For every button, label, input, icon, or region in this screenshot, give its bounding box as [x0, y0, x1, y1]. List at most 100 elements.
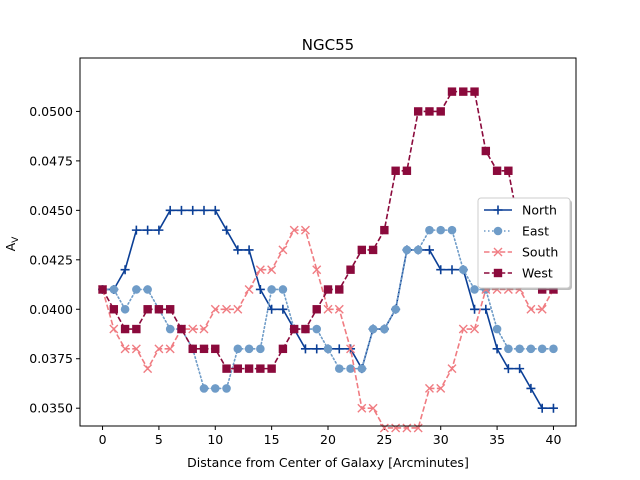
data-point — [154, 305, 164, 314]
y-axis-label-subscript: V — [11, 236, 21, 243]
data-point — [244, 245, 254, 255]
data-point — [188, 205, 198, 215]
y-tick-label: 0.0425 — [29, 252, 73, 267]
x-tick-label: 30 — [433, 432, 449, 447]
data-point — [244, 284, 254, 294]
data-point — [143, 305, 152, 314]
data-point — [334, 364, 344, 373]
data-point — [537, 304, 547, 314]
x-tick-label: 5 — [155, 432, 163, 447]
data-point — [492, 166, 502, 175]
series-line-south — [101, 229, 555, 429]
legend-label-east: East — [522, 224, 549, 239]
data-point — [244, 364, 254, 373]
y-tick-label: 0.0475 — [29, 153, 73, 168]
legend: North East South West — [477, 197, 572, 290]
y-tick-label: 0.0350 — [29, 401, 73, 416]
data-point — [120, 344, 130, 354]
y-tick-label: 0.0450 — [29, 203, 73, 218]
data-point — [447, 225, 457, 235]
data-point — [436, 265, 446, 275]
data-point — [357, 364, 367, 373]
data-point — [470, 285, 479, 294]
data-point — [165, 205, 175, 215]
data-point — [346, 265, 355, 274]
data-point — [447, 364, 457, 374]
data-point — [199, 384, 209, 393]
data-point — [379, 423, 389, 433]
data-point — [368, 324, 378, 334]
data-point — [120, 265, 130, 275]
plot-frame — [79, 57, 577, 427]
data-point — [391, 166, 400, 175]
data-point — [537, 403, 547, 413]
legend-item-east: East — [484, 224, 549, 239]
legend-label-south: South — [522, 245, 558, 260]
y-axis-label-main: A — [3, 242, 18, 251]
data-point — [323, 285, 333, 294]
data-point — [267, 265, 277, 275]
data-point — [289, 324, 299, 334]
data-point — [436, 225, 446, 235]
data-point — [210, 205, 220, 215]
x-tick-label: 0 — [99, 432, 107, 447]
data-point — [120, 324, 130, 334]
y-tick-label: 0.0400 — [29, 302, 73, 317]
data-point — [267, 304, 277, 314]
series-layer — [98, 87, 558, 433]
data-point — [492, 324, 502, 334]
data-point — [244, 344, 254, 354]
data-point — [424, 245, 434, 255]
data-point — [549, 344, 558, 354]
data-point — [176, 205, 186, 215]
data-point — [323, 304, 333, 314]
data-point — [357, 403, 367, 413]
data-point — [413, 107, 423, 116]
data-point — [131, 225, 141, 235]
data-point — [391, 423, 401, 433]
legend-item-north: North — [484, 203, 557, 218]
data-point — [402, 166, 412, 175]
data-point — [312, 324, 322, 334]
data-point — [425, 225, 434, 235]
x-tick-label: 20 — [320, 432, 336, 447]
x-tick-label: 40 — [546, 432, 562, 447]
data-point — [402, 423, 412, 433]
data-point — [334, 304, 344, 314]
data-point — [233, 364, 243, 373]
data-point — [548, 403, 558, 413]
data-point — [447, 265, 457, 275]
data-point — [436, 383, 446, 393]
data-point — [188, 344, 197, 354]
chart-title: NGC55 — [302, 36, 354, 54]
data-point — [267, 285, 276, 294]
data-point — [425, 107, 434, 116]
data-point — [346, 344, 356, 354]
data-point — [312, 265, 322, 275]
data-point — [165, 305, 175, 314]
legend-box — [477, 197, 571, 289]
data-point — [515, 364, 525, 374]
data-point — [143, 225, 153, 235]
data-point — [199, 205, 209, 215]
data-point — [165, 324, 175, 334]
data-point — [165, 344, 175, 354]
data-point — [447, 87, 457, 96]
data-point — [526, 304, 536, 314]
data-point — [470, 324, 480, 334]
data-point — [210, 384, 220, 393]
data-point — [301, 324, 310, 334]
data-point — [255, 284, 265, 294]
series-north — [98, 205, 558, 413]
data-point — [109, 324, 119, 334]
data-point — [143, 285, 152, 294]
legend-label-north: North — [522, 203, 557, 218]
data-point — [515, 344, 524, 354]
data-point — [526, 383, 536, 393]
data-point — [458, 324, 468, 334]
x-tick-label: 35 — [489, 432, 505, 447]
data-point — [470, 87, 479, 96]
data-point — [233, 245, 243, 255]
data-point — [424, 383, 434, 393]
